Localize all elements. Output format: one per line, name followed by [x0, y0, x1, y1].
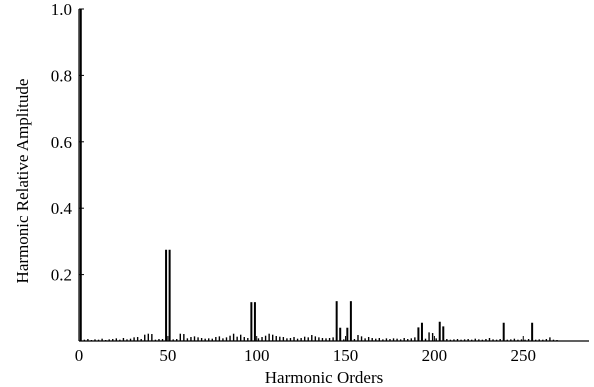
y-ticks-group: 0.2 0.4 0.6 0.8 1.0	[51, 0, 84, 285]
x-tick-label: 150	[333, 346, 359, 365]
x-tick-label: 0	[75, 346, 84, 365]
x-tick-label: 100	[244, 346, 270, 365]
y-tick-label: 1.0	[51, 0, 72, 19]
x-tick-label: 250	[511, 346, 537, 365]
x-axis-title: Harmonic Orders	[265, 368, 384, 387]
y-axis-title: Harmonic Relative Amplitude	[13, 79, 32, 284]
y-tick-label: 0.8	[51, 66, 72, 85]
y-tick-label: 0.2	[51, 266, 72, 285]
x-tick-label: 50	[159, 346, 176, 365]
bars-group	[79, 9, 558, 341]
y-tick-label: 0.4	[51, 199, 73, 218]
x-ticks-group: 0 50 100 150 200 250	[75, 336, 536, 365]
x-tick-label: 200	[422, 346, 448, 365]
y-tick-label: 0.6	[51, 133, 72, 152]
